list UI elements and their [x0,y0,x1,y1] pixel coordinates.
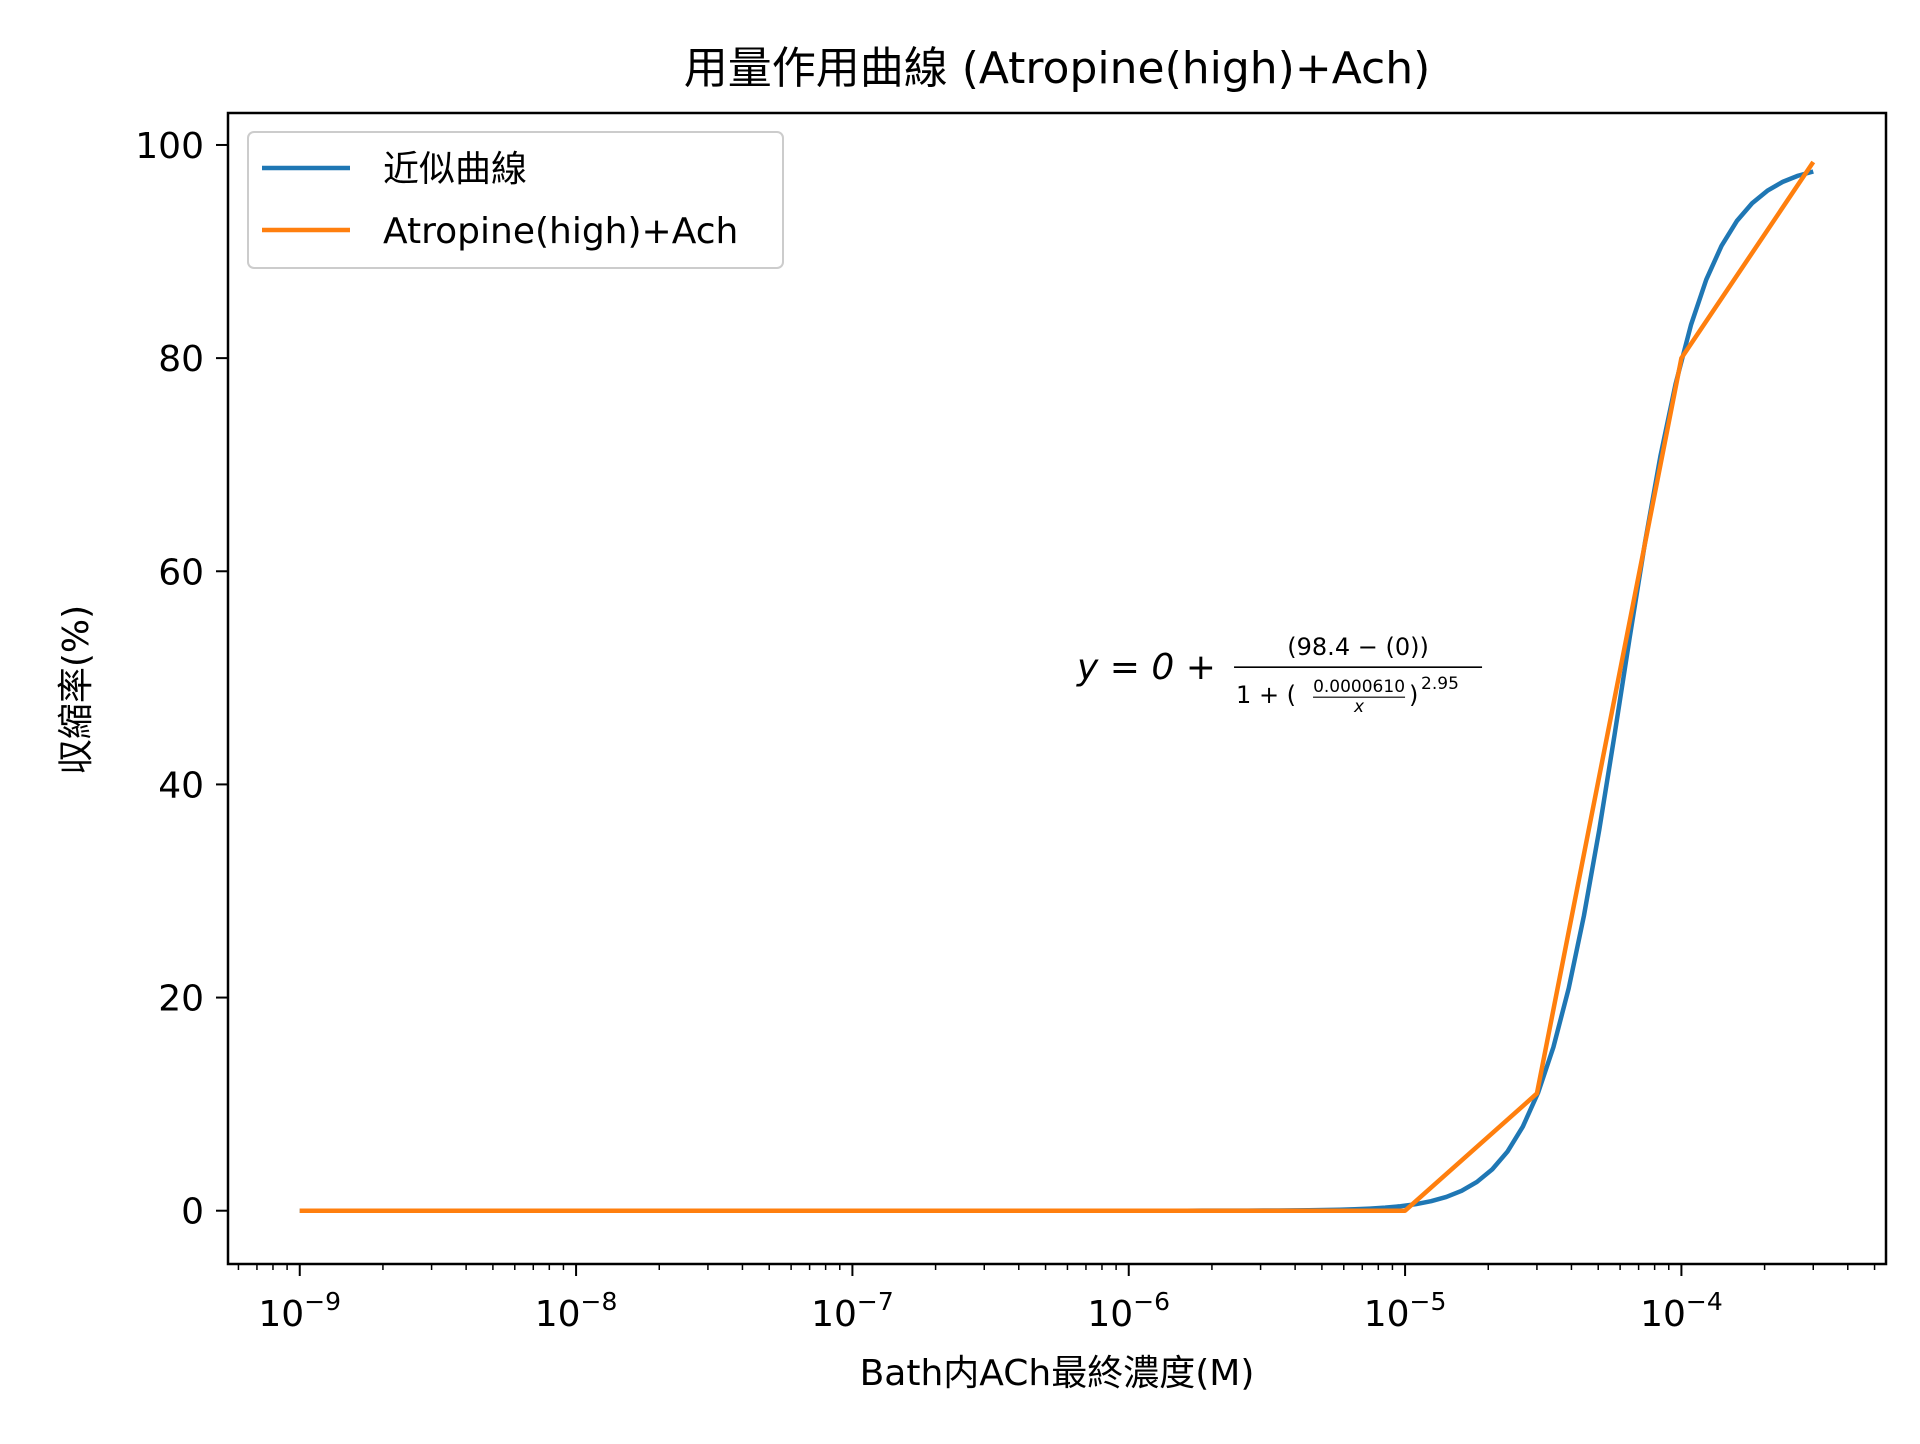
y-tick-label: 20 [158,979,204,1020]
y-tick-label: 60 [158,552,204,593]
legend-label: 近似曲線 [383,149,527,190]
y-axis-ticks: 0 20 40 60 80 100 [135,126,228,1233]
axes-frame [226,111,1888,1266]
x-tick-label: 10−6 [1087,1287,1170,1335]
equation-inner-numerator: 0.0000610 [1313,677,1405,697]
y-tick-label: 0 [181,1192,204,1233]
equation-numerator: (98.4 − (0)) [1287,633,1429,661]
x-tick-label: 10−4 [1640,1287,1723,1335]
x-axis-ticks: 10−9 10−8 10−7 10−6 10−5 10−4 [237,1264,1876,1335]
equation-exponent: 2.95 [1421,674,1459,694]
y-axis-label: 収縮率(%) [56,605,97,775]
x-tick-label: 10−8 [535,1287,618,1335]
x-tick-label: 10−5 [1364,1287,1447,1335]
equation-close-paren: ) [1409,681,1418,709]
legend-box [247,131,784,269]
series-line-2 [299,160,1816,1213]
equation-prefix: y = 0 + [1076,647,1216,688]
x-tick-label: 10−7 [811,1287,894,1335]
legend-label: Atropine(high)+Ach [383,211,738,252]
x-tick-label: 10−9 [258,1287,341,1335]
x-axis-label: Bath内ACh最終濃度(M) [860,1353,1255,1394]
chart-title: 用量作用曲線 (Atropine(high)+Ach) [684,43,1431,94]
equation-inner-denominator: x [1353,697,1365,717]
y-tick-label: 40 [158,765,204,806]
y-tick-label: 100 [135,126,204,167]
equation-denominator-left: 1 + ( [1236,681,1296,709]
plot-area [299,160,1816,1213]
legend: 近似曲線 Atropine(high)+Ach [247,131,784,269]
y-tick-label: 80 [158,339,204,380]
